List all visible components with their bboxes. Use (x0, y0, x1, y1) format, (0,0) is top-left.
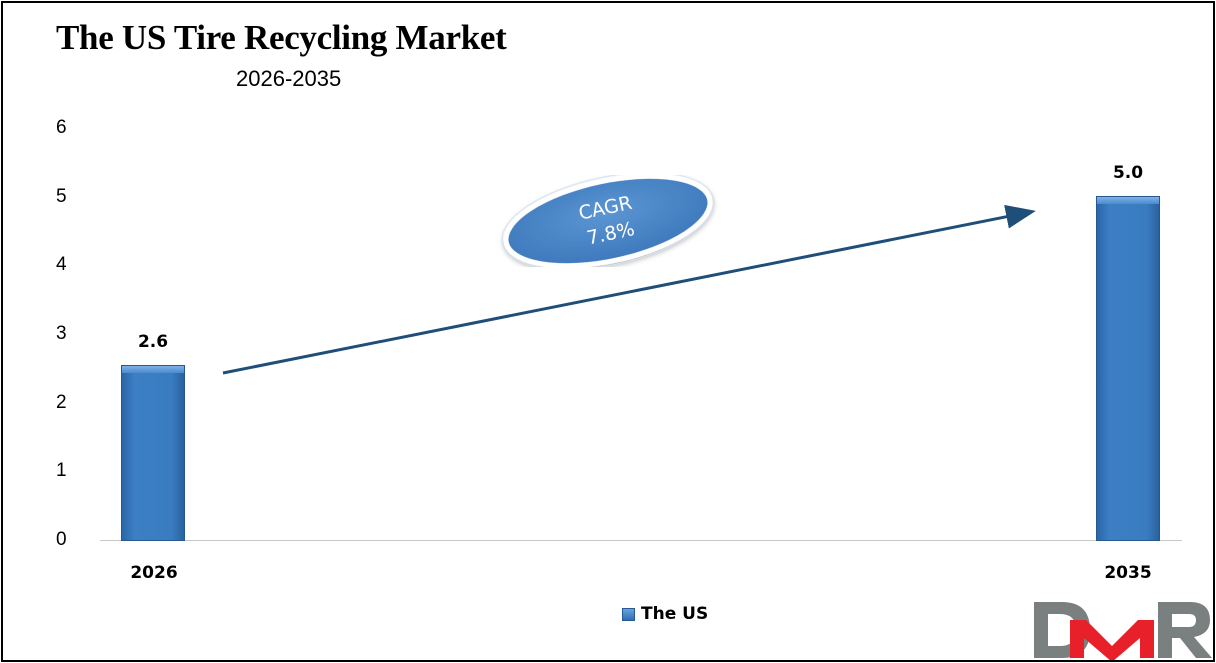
x-tick-label: 2035 (1104, 563, 1152, 583)
y-tick: 0 (56, 529, 67, 550)
chart-subtitle: 2026-2035 (236, 66, 342, 91)
x-tick-label: 2026 (130, 563, 178, 583)
cagr-annotation: CAGR 7.8% (498, 175, 718, 267)
legend-label: The US (641, 604, 709, 624)
y-tick: 2 (56, 392, 67, 413)
y-tick: 6 (56, 117, 67, 138)
legend: The US (622, 604, 708, 624)
bar-value-label: 5.0 (1112, 163, 1144, 183)
bar-2026 (121, 365, 185, 541)
y-tick: 4 (56, 254, 67, 275)
bar-2035 (1096, 196, 1160, 541)
x-axis-line (100, 540, 1182, 541)
bar-value-label: 2.6 (137, 332, 169, 352)
y-tick: 3 (56, 323, 67, 344)
chart-title: The US Tire Recycling Market (56, 18, 507, 57)
legend-swatch-icon (622, 607, 635, 621)
y-tick: 1 (56, 460, 67, 481)
dmr-logo-icon (1034, 602, 1212, 660)
y-tick: 5 (56, 186, 67, 207)
